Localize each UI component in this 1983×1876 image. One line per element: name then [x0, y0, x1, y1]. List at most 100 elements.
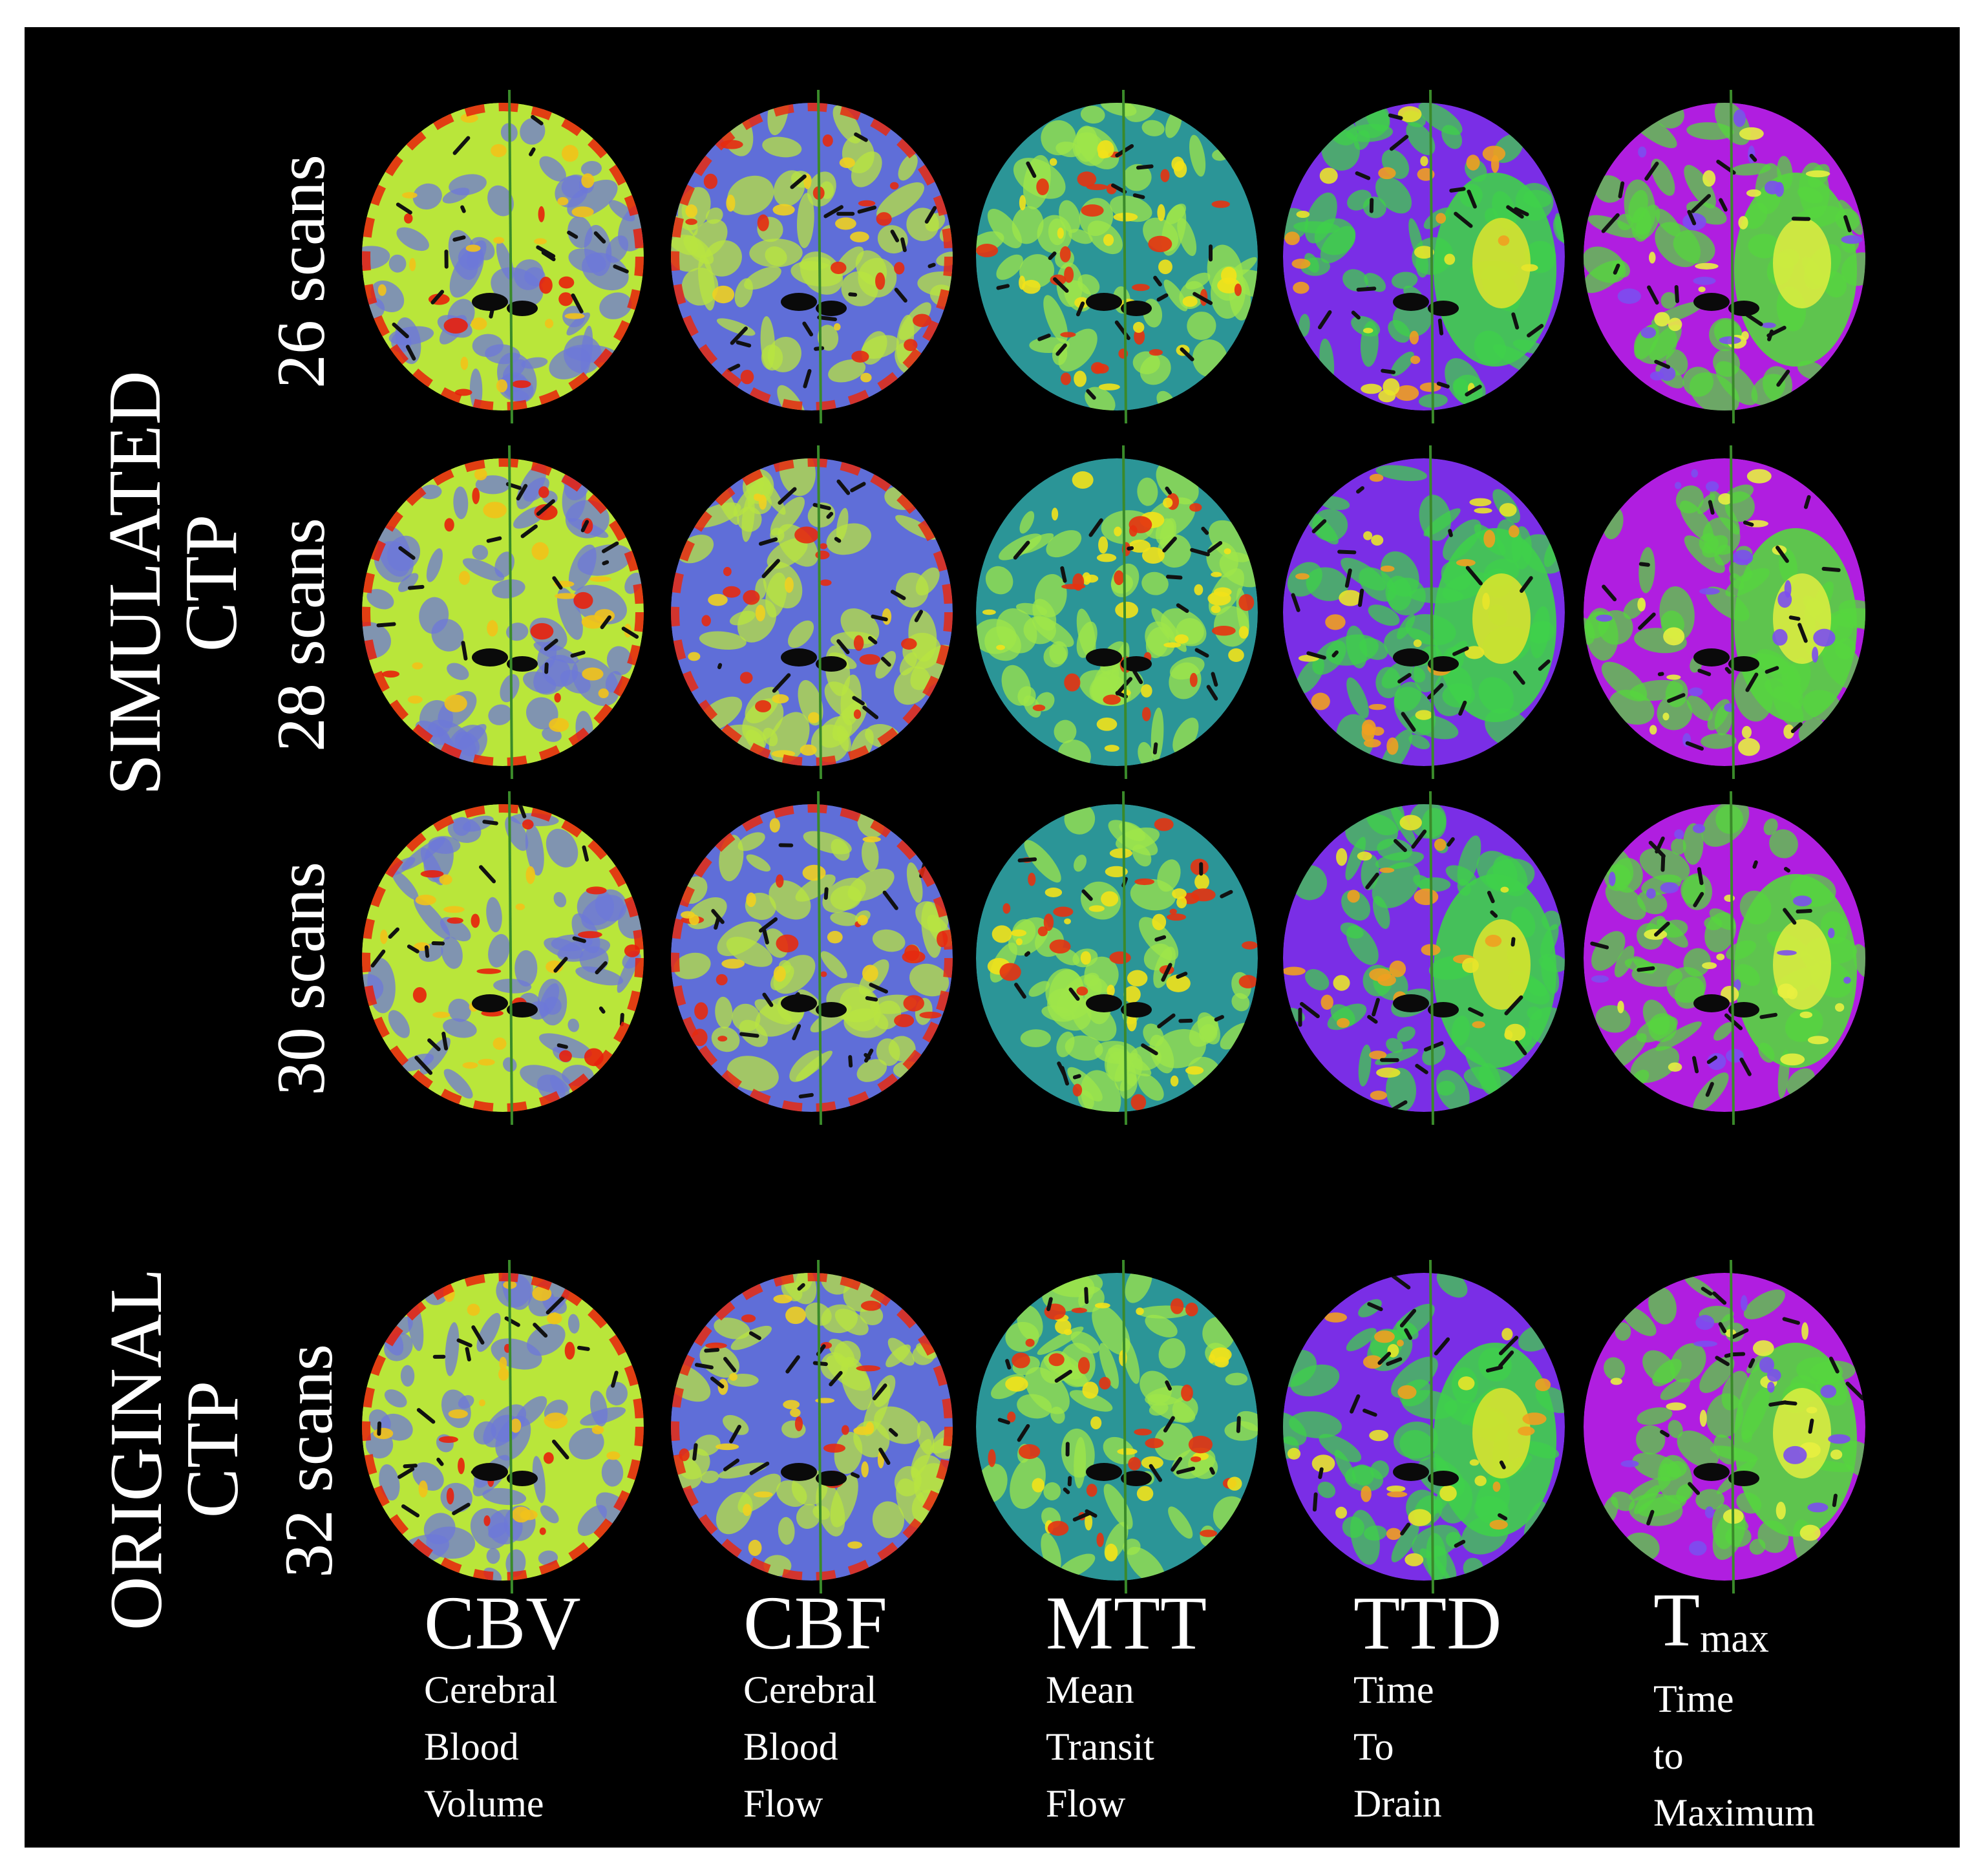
brain-map-hotspot — [382, 670, 400, 678]
brain-map-hotspot — [478, 1058, 495, 1066]
brain-map-region — [1023, 695, 1041, 718]
brain-map-region — [1319, 1434, 1362, 1462]
brain-map-sulcus — [1637, 966, 1655, 972]
brain-map-region — [1046, 530, 1082, 558]
brain-map-hotspot — [1386, 1485, 1406, 1493]
brain-map-region — [714, 1317, 750, 1339]
midline-marker — [1730, 445, 1735, 780]
midline-marker — [1730, 791, 1735, 1125]
brain-map-hotspot — [1228, 648, 1244, 662]
brain-map-hotspot — [1746, 469, 1772, 484]
brain-map-sulcus — [452, 235, 466, 242]
brain-map-hotspot — [589, 576, 611, 582]
brain-map-cbv-row4 — [362, 1273, 644, 1581]
brain-map-region — [1145, 621, 1176, 657]
brain-map-region — [828, 1339, 855, 1365]
brain-map-region — [1017, 1394, 1052, 1419]
brain-map-sulcus — [1613, 263, 1620, 275]
brain-map-sulcus — [544, 662, 549, 674]
brain-map-hotspot — [1166, 974, 1191, 992]
ventricle — [781, 648, 817, 666]
brain-map-sulcus — [710, 1376, 725, 1389]
brain-map-hotspot — [544, 319, 554, 328]
brain-map-region — [482, 1487, 527, 1506]
brain-map-hotspot — [1283, 966, 1306, 975]
brain-map-sulcus — [1465, 385, 1482, 397]
brain-map-sulcus — [1706, 1055, 1718, 1064]
brain-map-sulcus — [1821, 566, 1841, 572]
column-header-mtt: MTT Mean Transit Flow — [1046, 1585, 1207, 1832]
brain-map-region — [400, 1365, 415, 1387]
brain-map-region — [763, 561, 803, 609]
brain-map-region — [1363, 197, 1386, 219]
brain-map-hotspot — [1134, 328, 1145, 345]
brain-map-hotspot — [1211, 571, 1222, 577]
brain-map-sulcus — [1136, 164, 1154, 170]
brain-map-hotspot — [1666, 674, 1681, 680]
ventricle — [1428, 301, 1459, 316]
brain-map-hotspot — [1158, 259, 1172, 275]
brain-map-sulcus — [1026, 161, 1037, 178]
brain-map-hotspot — [571, 206, 594, 218]
brain-map-sulcus — [711, 909, 725, 924]
ventricle — [1086, 293, 1122, 311]
brain-map-hotspot — [1098, 383, 1120, 390]
brain-map-hotspot — [1047, 1520, 1069, 1536]
brain-map-sulcus — [1731, 1328, 1749, 1339]
brain-map-sulcus — [1037, 334, 1051, 341]
brain-map-sulcus — [407, 944, 419, 954]
ventricle — [472, 1463, 508, 1481]
brain-map-hotspot — [800, 744, 817, 756]
column-header-cbv: CBV Cerebral Blood Volume — [424, 1585, 581, 1832]
brain-map-sulcus — [1752, 860, 1758, 869]
brain-map-region — [1154, 1423, 1194, 1461]
brain-map-hotspot — [1134, 878, 1155, 886]
brain-map-region — [996, 254, 1023, 280]
brain-map-hotspot — [1376, 1067, 1401, 1078]
brain-map-hotspot — [1498, 235, 1510, 246]
brain-map-region — [1080, 105, 1105, 124]
brain-map-hotspot — [1591, 975, 1609, 983]
brain-map-sulcus — [1072, 1074, 1081, 1080]
brain-map-region — [1317, 1481, 1336, 1498]
desc-line: Cerebral — [743, 1668, 877, 1711]
brain-map-sulcus — [1161, 963, 1172, 982]
brain-map-hotspot — [1105, 1543, 1118, 1562]
brain-map-sulcus — [1708, 500, 1715, 515]
brain-map-sulcus — [516, 804, 527, 818]
brain-map-sulcus — [1357, 588, 1364, 607]
brain-map-sulcus — [1377, 1352, 1392, 1365]
brain-map-sulcus — [1527, 324, 1544, 337]
brain-map-hotspot — [1799, 1011, 1813, 1019]
brain-map-hotspot — [1154, 818, 1174, 831]
brain-map-sulcus — [1618, 181, 1625, 198]
brain-map-sulcus — [600, 615, 611, 630]
brain-map-sulcus — [854, 132, 868, 142]
brain-map-hotspot — [1141, 547, 1165, 564]
brain-map-hotspot — [539, 277, 553, 294]
brain-map-hotspot — [586, 886, 607, 895]
brain-map-sulcus — [1712, 1291, 1727, 1305]
brain-map-region — [1326, 634, 1379, 666]
brain-map-hotspot — [1094, 363, 1109, 374]
brain-map-region — [1330, 1004, 1355, 1027]
brain-map-hotspot — [1659, 366, 1676, 381]
desc-line: to — [1653, 1734, 1684, 1777]
brain-map-hotspot — [1649, 725, 1657, 735]
brain-map-hotspot — [443, 906, 465, 913]
brain-map-region — [1305, 969, 1330, 990]
brain-map-region — [690, 219, 728, 259]
brain-map-hotspot — [729, 1372, 737, 1381]
brain-map-sulcus — [1514, 1040, 1527, 1056]
brain-map-hotspot — [1413, 639, 1422, 648]
brain-map-region — [737, 599, 777, 643]
brain-map-sulcus — [1688, 1482, 1701, 1495]
brain-map-region — [366, 589, 394, 610]
brain-map-sulcus — [595, 961, 608, 975]
brain-map-sulcus — [1351, 310, 1361, 320]
brain-map-hotspot — [1080, 951, 1091, 965]
brain-map-sulcus — [456, 1338, 472, 1348]
brain-map-sulcus — [613, 264, 629, 273]
brain-map-region — [1132, 351, 1160, 374]
brain-map-hotspot — [776, 874, 784, 888]
